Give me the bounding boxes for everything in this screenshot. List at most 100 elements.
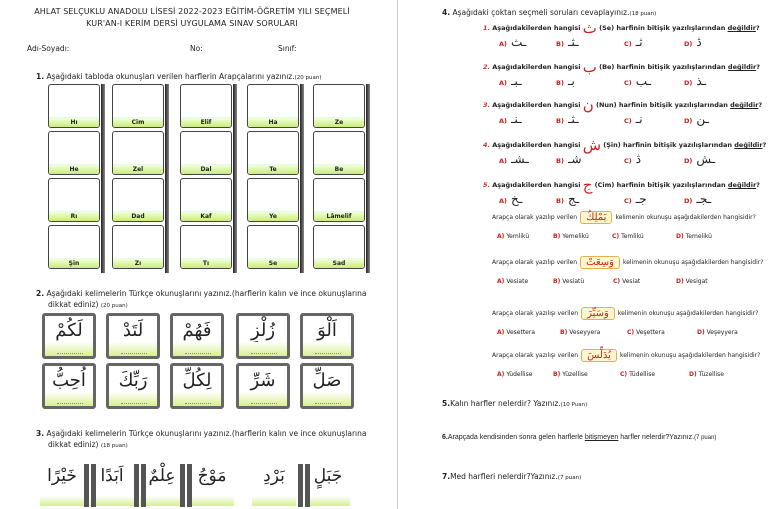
letter-name-label: Şin [49,258,99,268]
answer-cell[interactable]: Sad [313,225,365,269]
option[interactable]: A) ـنـ [499,112,522,126]
option[interactable]: D) ـجـ [684,192,711,206]
word-card[interactable]: لَتَدْ [106,313,160,359]
option[interactable]: D) Vesigat [676,278,708,285]
answer-cell[interactable]: Kaf [180,178,232,222]
option[interactable]: A) Vesiate [497,278,528,285]
word-card[interactable]: اُحِبُّ [42,363,96,409]
option[interactable]: D) Veşeyyera [697,329,738,336]
q-text: Aşağıdakilerden hangisi [492,101,581,109]
option-key: C) [624,79,632,87]
option[interactable]: D) ـذ [684,74,706,88]
option[interactable]: B) Yüzellise [553,371,588,378]
answer-cell[interactable]: He [48,131,100,175]
table-column: Hı He Rı Şin [48,84,104,273]
word-item[interactable]: بَرْدِ [252,462,296,506]
option[interactable]: A) Yüdellise [497,371,532,378]
option[interactable]: A) Yemlikü [497,233,529,240]
letter-name-label: Elif [181,117,231,127]
option[interactable]: C) ڎ [624,152,641,166]
letter-name-label: Sad [314,258,364,268]
answer-cell[interactable]: Ze [313,84,365,128]
q-text: Aşağıdakilerden hangisi [492,141,581,149]
word-item[interactable]: جَبَلٍ [306,462,350,506]
word-card[interactable]: شَرِّ [236,363,290,409]
option[interactable]: C) Vesiat [613,278,640,285]
word-card[interactable]: اَلْوَ [300,313,354,359]
question-4: 4. Aşağıdaki çoktan seçmeli soruları cev… [442,8,656,17]
answer-cell[interactable]: Te [247,131,299,175]
answer-cell[interactable]: Ha [247,84,299,128]
word-item[interactable]: مَوْجُ [190,462,234,506]
option[interactable]: B) بـ [556,74,575,88]
option[interactable]: B) ـثـ [556,112,579,126]
q-points: (10 Puan) [560,402,588,408]
answer-cell[interactable]: Şin [48,225,100,269]
q-text: Aşağıdakilerden hangisi [492,181,581,189]
option[interactable]: B) Yemelikü [553,233,589,240]
option[interactable]: B) ـثـ [556,35,579,49]
option[interactable]: C) Veşettera [627,329,665,336]
word-card[interactable]: فَهُمْ [170,313,224,359]
answer-cell[interactable]: Dad [112,178,164,222]
q-text: Aşağıdakilerden hangisi [492,63,581,71]
answer-cell[interactable]: Lâmelif [313,178,365,222]
answer-cell[interactable]: Cim [112,84,164,128]
option-key: B) [556,197,564,205]
answer-cell[interactable]: Se [247,225,299,269]
question-3-cont: dikkat ediniz) (18 puan) [48,440,128,449]
option[interactable]: A) Vesettera [497,329,535,336]
option-key: C) [624,117,632,125]
word-item[interactable]: اَبَدًا [90,462,134,506]
answer-cell[interactable]: Rı [48,178,100,222]
option[interactable]: C) Tüdellise [620,371,655,378]
word-item[interactable]: عِلْمٌ [140,462,184,506]
option[interactable]: D) Tüzellise [689,371,724,378]
answer-cell[interactable]: Elif [180,84,232,128]
answer-cell[interactable]: Hı [48,84,100,128]
word-card[interactable]: صَلِّ [300,363,354,409]
word-item[interactable]: خَيْرًا [40,462,84,506]
answer-cell[interactable]: Dal [180,131,232,175]
answer-cell[interactable]: Ye [247,178,299,222]
option-text: Yemelikü [562,233,589,240]
option[interactable]: A) ـخ [499,192,522,206]
word-card[interactable]: زُلْزِ [236,313,290,359]
option[interactable]: C) ثـ [624,35,643,49]
word-card[interactable]: لَكُمْ [42,313,96,359]
column-divider [165,84,169,273]
option[interactable]: A) ـث [499,35,526,49]
option[interactable]: C) جـ [624,192,647,206]
answer-cell[interactable]: Be [313,131,365,175]
option[interactable]: A) ـبـ [499,74,522,88]
option-text: Veşettera [636,329,665,336]
option[interactable]: D) ـش [684,152,715,166]
option-key: A) [499,157,508,165]
question-1: 1. Aşağıdaki tabloda okunuşları verilen … [36,72,322,81]
sub-number: 5. [483,181,490,189]
option[interactable]: B) ـج [556,192,579,206]
option[interactable]: B) شـ [556,152,582,166]
arabic-letter: ش [582,136,602,154]
option[interactable]: D) ـن [684,112,709,126]
option[interactable]: C) نـ [624,112,643,126]
option[interactable]: B) Vesiatü [553,278,584,285]
option[interactable]: D) Temelikü [676,233,712,240]
arabic-word: رَبِّكَ [118,370,148,391]
letter-name-label: He [49,164,99,174]
option-key: A) [499,117,508,125]
arabic-letter: ث [582,19,597,37]
option[interactable]: C) Temlikü [612,233,644,240]
answer-cell[interactable]: Tı [180,225,232,269]
word-card[interactable]: لِكُلِّ [170,363,224,409]
q-text: Arapça olarak yazılıp verilen [492,259,578,266]
answer-cell[interactable]: Zı [112,225,164,269]
word-card[interactable]: رَبِّكَ [106,363,160,409]
option[interactable]: C) ـب [624,74,651,88]
answer-line [121,353,147,354]
option[interactable]: B) Veseyyera [560,329,600,336]
option-key: A) [499,40,508,48]
option[interactable]: D) ڎ [684,35,702,49]
option[interactable]: A) ـشـ [499,152,529,166]
answer-cell[interactable]: Zel [112,131,164,175]
